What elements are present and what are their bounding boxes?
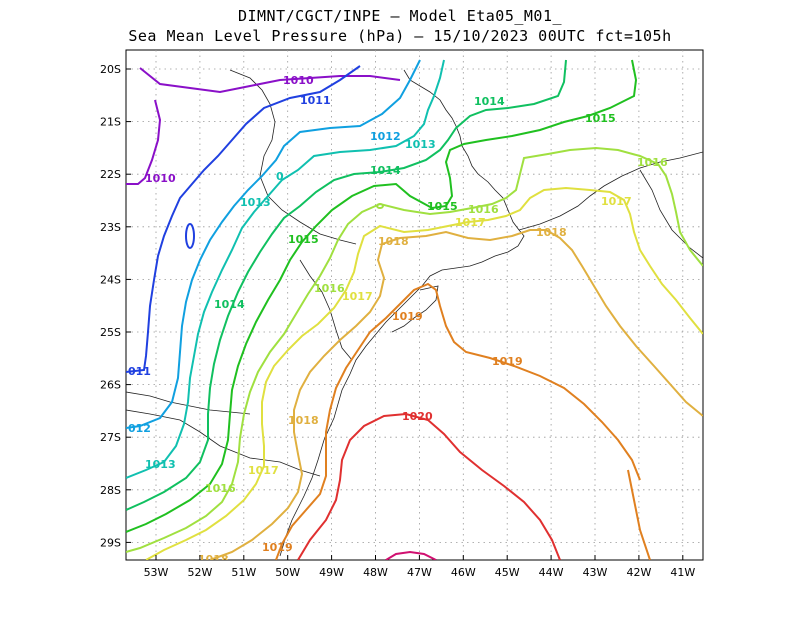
- isobar-1011: [126, 65, 361, 373]
- label-1015: 1015: [427, 200, 458, 213]
- lon-tick-label: 41W: [670, 566, 695, 579]
- label-1018: 1018: [288, 414, 319, 427]
- lat-tick-label: 22S: [100, 168, 121, 181]
- label-1016: 1016: [637, 156, 668, 169]
- map-title: DIMNT/CGCT/INPE – Model Eta05_M01_: [237, 7, 563, 25]
- lon-tick-label: 42W: [626, 566, 651, 579]
- label-1013: 1013: [405, 138, 436, 151]
- latitude-labels: 20S 21S 22S 23S 24S 25S 26S 27S 28S 29S: [100, 63, 131, 549]
- lat-tick-label: 23S: [100, 221, 121, 234]
- lon-tick-label: 48W: [363, 566, 388, 579]
- lat-tick-label: 25S: [100, 326, 121, 339]
- lon-tick-label: 53W: [144, 566, 169, 579]
- isobar-1017: [145, 186, 703, 560]
- label-1017: 1017: [342, 290, 373, 303]
- isobar-1016-closed: [376, 203, 384, 209]
- lat-tick-label: 27S: [100, 431, 121, 444]
- label-1016: 1016: [468, 203, 499, 216]
- label-1010: 1010: [145, 172, 176, 185]
- lon-tick-label: 47W: [407, 566, 432, 579]
- lat-tick-label: 28S: [100, 484, 121, 497]
- lon-tick-label: 52W: [187, 566, 212, 579]
- lat-tick-label: 20S: [100, 63, 121, 76]
- label-1013: 1013: [240, 196, 271, 209]
- label-1018: 1018: [536, 226, 567, 239]
- label-1013: 1013: [145, 458, 176, 471]
- lon-tick-label: 51W: [231, 566, 256, 579]
- label-1016: 1016: [314, 282, 345, 295]
- label-1017: 1017: [455, 216, 486, 229]
- label-1018: 1018: [198, 553, 229, 566]
- label-1011: 011: [128, 365, 151, 378]
- label-1016: 1016: [205, 482, 236, 495]
- isobar-1012: [126, 59, 421, 429]
- longitude-labels: 53W 52W 51W 50W 49W 48W 47W 46W 45W 44W 43W 42W 41W: [144, 555, 695, 579]
- label-1015: 1015: [288, 233, 319, 246]
- lon-tick-label: 49W: [319, 566, 344, 579]
- label-1014: 1014: [370, 164, 401, 177]
- isobar-1011-closed: [185, 223, 195, 249]
- label-1012: 012: [128, 422, 151, 435]
- label-1018: 1018: [378, 235, 409, 248]
- lat-tick-label: 26S: [100, 379, 121, 392]
- lat-tick-label: 21S: [100, 116, 121, 129]
- lat-tick-label: 29S: [100, 536, 121, 549]
- lon-tick-label: 43W: [583, 566, 608, 579]
- label-1013: 0: [276, 170, 284, 183]
- label-1010: 1010: [283, 74, 314, 87]
- label-1020: 1020: [402, 410, 433, 423]
- map-subtitle: Sea Mean Level Pressure (hPa) – 15/10/20…: [128, 27, 672, 45]
- isobar-1021: [385, 550, 437, 560]
- isobar-1020: [297, 412, 561, 560]
- isobar-1019: [275, 282, 641, 560]
- isobar-1018: [209, 229, 703, 560]
- coastline: [126, 69, 703, 557]
- label-1019: 1019: [392, 310, 423, 323]
- isobar-1010: [126, 99, 162, 185]
- label-1014: 1014: [474, 95, 505, 108]
- lat-tick-label: 24S: [100, 273, 121, 286]
- label-1012: 1012: [370, 130, 401, 143]
- lon-tick-label: 50W: [275, 566, 300, 579]
- label-1019: 1019: [492, 355, 523, 368]
- label-1019: 1019: [262, 541, 293, 554]
- isobar-1010: [139, 67, 401, 94]
- label-1011: 1011: [300, 94, 331, 107]
- lon-tick-label: 44W: [539, 566, 564, 579]
- lon-tick-label: 45W: [495, 566, 520, 579]
- label-1015: 1015: [585, 112, 616, 125]
- isobar-1019: [627, 469, 651, 560]
- label-1017: 1017: [248, 464, 279, 477]
- isobar-1013: [126, 59, 445, 479]
- isobar-1014: [126, 59, 567, 511]
- isobar-1015: [126, 59, 638, 533]
- lon-tick-label: 46W: [451, 566, 476, 579]
- label-1017: 1017: [601, 195, 632, 208]
- label-1014: 1014: [214, 298, 245, 311]
